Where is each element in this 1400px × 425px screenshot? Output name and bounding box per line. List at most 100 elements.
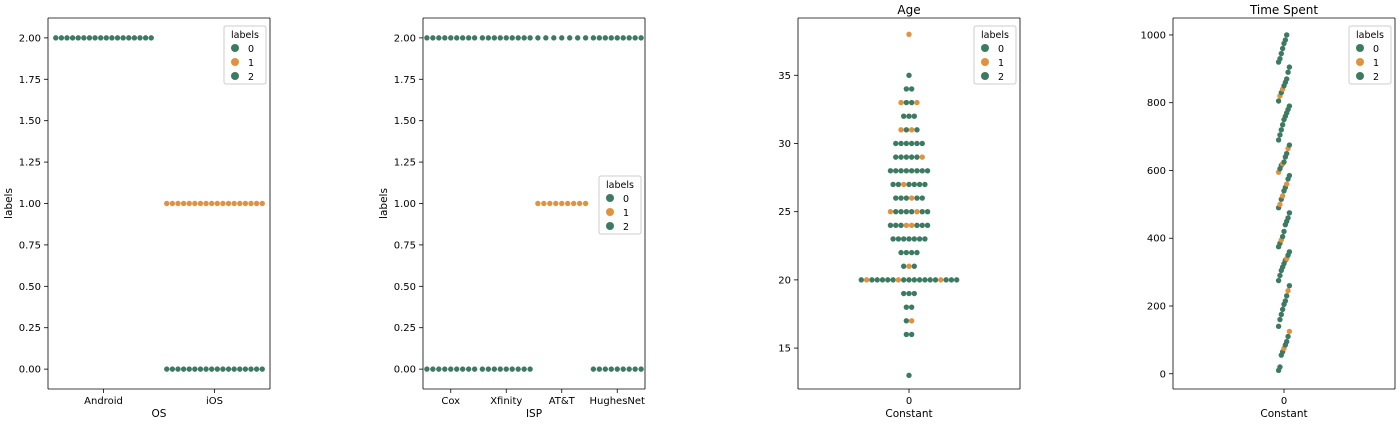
swarm-point	[81, 35, 87, 41]
legend-label-2: 2	[1373, 72, 1379, 83]
y-tick-label: 200	[1147, 301, 1166, 312]
swarm-point	[509, 35, 515, 41]
swarm-point	[887, 222, 894, 229]
swarm-point	[901, 277, 907, 283]
legend-title: labels	[1356, 30, 1384, 41]
y-tick-label: 2.00	[19, 33, 41, 44]
swarm-point	[898, 222, 904, 229]
swarm-point	[908, 127, 915, 133]
swarm-point	[863, 277, 870, 283]
swarm-point	[911, 290, 917, 297]
swarm-point	[53, 35, 59, 41]
swarm-point	[614, 366, 620, 372]
y-tick-label: 0	[1160, 369, 1166, 380]
swarm-point	[1277, 201, 1283, 208]
swarm-point	[898, 249, 904, 256]
y-tick-label: 0.25	[19, 323, 41, 334]
swarm-point	[914, 195, 920, 201]
swarm-point	[903, 249, 910, 256]
swarm-point	[1286, 64, 1293, 70]
swarm-point	[924, 222, 931, 229]
swarm-point	[197, 200, 204, 207]
swarm-point	[954, 277, 960, 283]
swarm-point	[120, 35, 126, 41]
legend-frame	[1348, 25, 1392, 85]
swarm-point	[602, 366, 609, 372]
swarm-point	[479, 366, 486, 372]
swarm-point	[248, 200, 254, 207]
swarm-point	[914, 140, 920, 147]
swarm-point	[608, 35, 614, 41]
legend-label-0: 0	[1373, 44, 1379, 55]
swarm-point	[898, 195, 904, 201]
swarm-point	[898, 140, 904, 147]
swarm-point	[893, 195, 899, 201]
swarm-point	[1284, 181, 1290, 187]
swarm-point	[515, 35, 521, 41]
swarm-point	[259, 200, 265, 207]
swarm-point	[203, 200, 209, 207]
swarm-point	[906, 236, 912, 242]
swarm-point	[943, 277, 949, 283]
legend-frame	[598, 175, 642, 235]
swarm-point	[901, 290, 907, 297]
swarm-point	[1282, 298, 1289, 304]
swarm-point	[253, 200, 260, 207]
chart-panel-1: 0.00 0.25 0.50 0.75 1.00 1.25 1.50 1.75 2.00 Cox X…	[378, 17, 646, 420]
swarm-point	[192, 366, 198, 372]
swarm-point	[906, 263, 912, 269]
legend-frame	[223, 25, 267, 85]
swarm-point	[922, 236, 928, 242]
swarm-point	[231, 366, 237, 372]
swarm-point	[1279, 45, 1286, 52]
x-tick-label: Xfinity	[490, 396, 522, 407]
swarm-point	[454, 366, 460, 372]
swarm-point	[186, 200, 192, 207]
swarm-point	[874, 277, 880, 283]
swarm-point	[932, 277, 939, 283]
swarm-point	[58, 35, 65, 41]
swarm-point	[906, 290, 912, 297]
swarm-point	[485, 35, 492, 41]
swarm-point	[424, 366, 430, 372]
swarm-point	[1286, 328, 1293, 335]
swarm-point	[1279, 306, 1286, 313]
swarm-point	[911, 236, 917, 242]
swarm-point	[638, 35, 644, 41]
swarm-point	[903, 304, 910, 310]
swarm-point	[919, 154, 925, 160]
swarm-point	[1284, 293, 1290, 299]
data-points	[424, 35, 644, 372]
y-tick-label: 30	[778, 139, 791, 150]
x-tick-label: Android	[84, 396, 123, 407]
swarm-point	[908, 168, 915, 174]
swarm-point	[1284, 150, 1290, 157]
y-tick-label: 35	[778, 71, 791, 82]
swarm-point	[887, 168, 894, 174]
swarm-point	[442, 35, 448, 41]
swarm-point	[869, 277, 875, 283]
swarm-point	[448, 35, 454, 41]
swarm-point	[911, 263, 917, 269]
swarm-point	[632, 35, 638, 41]
swarm-point	[214, 366, 221, 372]
swarm-point	[259, 366, 265, 372]
swarm-point	[919, 168, 925, 174]
swarm-point	[448, 366, 454, 372]
swarm-point	[1275, 98, 1282, 104]
swarm-point	[164, 366, 170, 372]
y-tick-label: 0.75	[394, 240, 416, 251]
swarm-point	[137, 35, 143, 41]
swarm-point	[203, 366, 209, 372]
y-tick-label: 20	[778, 275, 791, 286]
swarm-point	[1279, 233, 1286, 240]
legend-marker-2	[1356, 72, 1364, 80]
swarm-point	[906, 113, 912, 119]
y-tick-label: 1000	[1141, 30, 1166, 41]
swarm-point	[919, 222, 925, 229]
y-tick-label: 0.00	[19, 365, 41, 376]
swarm-point	[908, 331, 915, 338]
legend-label-1: 1	[1373, 58, 1379, 69]
swarm-point	[620, 366, 626, 372]
swarm-point	[1281, 228, 1287, 235]
